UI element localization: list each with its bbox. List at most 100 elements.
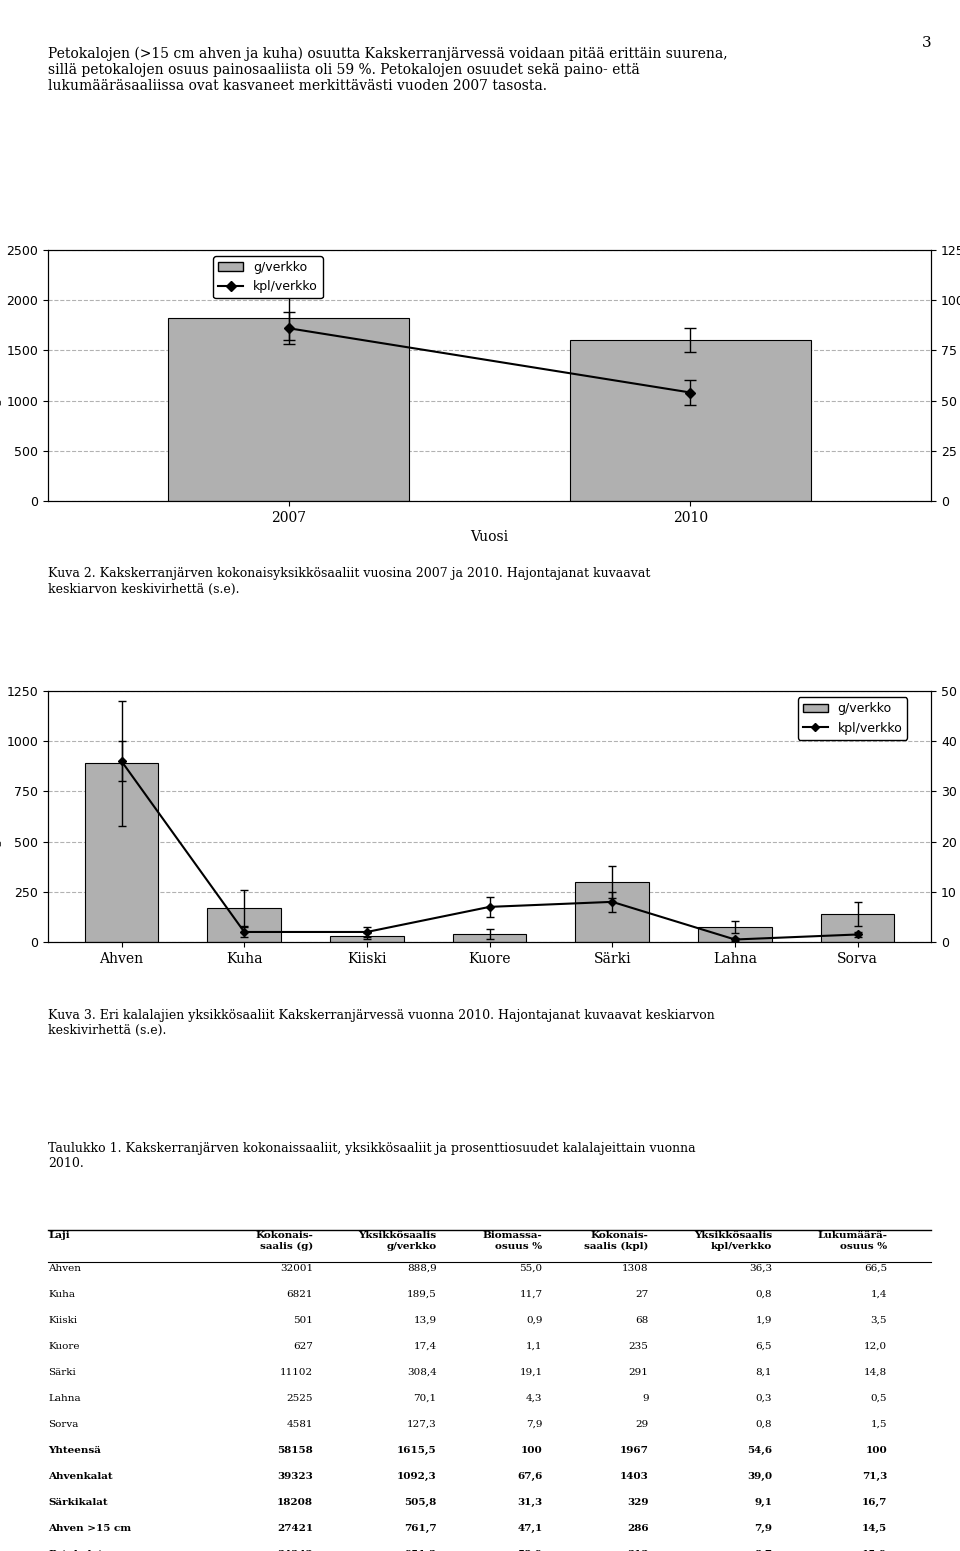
Text: 627: 627 [293, 1342, 313, 1351]
Text: 39,0: 39,0 [747, 1472, 772, 1481]
Text: Kokonais-
saalis (kpl): Kokonais- saalis (kpl) [585, 1231, 649, 1252]
Text: 1,9: 1,9 [756, 1315, 772, 1325]
Text: Biomassa-
osuus %: Biomassa- osuus % [483, 1231, 542, 1250]
Text: Kuha: Kuha [48, 1290, 75, 1298]
Bar [575, 883, 649, 941]
Text: 1308: 1308 [622, 1264, 649, 1273]
Text: 16,7: 16,7 [862, 1498, 887, 1508]
Text: 4581: 4581 [286, 1419, 313, 1428]
Text: 54,6: 54,6 [747, 1446, 772, 1455]
Text: 2525: 2525 [286, 1394, 313, 1402]
Bar [168, 318, 409, 501]
Text: Kokonais-
saalis (g): Kokonais- saalis (g) [255, 1231, 313, 1252]
Text: 47,1: 47,1 [517, 1523, 542, 1532]
Bar [821, 914, 895, 941]
Text: 1403: 1403 [620, 1472, 649, 1481]
Text: 235: 235 [629, 1342, 649, 1351]
Legend: g/verkko, kpl/verkko: g/verkko, kpl/verkko [798, 698, 907, 740]
Text: 501: 501 [293, 1315, 313, 1325]
Text: Kuva 3. Eri kalalajien yksikkösaaliit Kakskerranjärvessä vuonna 2010. Hajontajan: Kuva 3. Eri kalalajien yksikkösaaliit Ka… [48, 1008, 715, 1036]
Text: Kuore: Kuore [48, 1342, 80, 1351]
Text: 9,1: 9,1 [755, 1498, 772, 1508]
Bar [330, 935, 404, 941]
Text: 1092,3: 1092,3 [397, 1472, 437, 1481]
Text: 0,9: 0,9 [526, 1315, 542, 1325]
Text: 286: 286 [627, 1523, 649, 1532]
Text: 39323: 39323 [277, 1472, 313, 1481]
Text: Särkikalat: Särkikalat [48, 1498, 108, 1508]
Text: 58158: 58158 [277, 1446, 313, 1455]
Bar [84, 763, 158, 941]
Text: 17,4: 17,4 [414, 1342, 437, 1351]
Text: 8,1: 8,1 [756, 1368, 772, 1377]
Text: 55,0: 55,0 [519, 1264, 542, 1273]
Bar [207, 907, 281, 941]
Text: 14,8: 14,8 [864, 1368, 887, 1377]
Text: 761,7: 761,7 [404, 1523, 437, 1532]
Text: 127,3: 127,3 [407, 1419, 437, 1428]
Text: Sorva: Sorva [48, 1419, 79, 1428]
Text: 6821: 6821 [286, 1290, 313, 1298]
Text: 1,5: 1,5 [871, 1419, 887, 1428]
Text: 329: 329 [627, 1498, 649, 1508]
Text: 1,1: 1,1 [526, 1342, 542, 1351]
Text: 14,5: 14,5 [862, 1523, 887, 1532]
Text: 888,9: 888,9 [407, 1264, 437, 1273]
Text: 66,5: 66,5 [864, 1264, 887, 1273]
Text: 0,3: 0,3 [756, 1394, 772, 1402]
Text: 18208: 18208 [276, 1498, 313, 1508]
Text: Yksikkösaalis
g/verkko: Yksikkösaalis g/verkko [358, 1231, 437, 1250]
Text: 32001: 32001 [279, 1264, 313, 1273]
Text: 36,3: 36,3 [749, 1264, 772, 1273]
Text: 1,4: 1,4 [871, 1290, 887, 1298]
Text: Taulukko 1. Kakskerranjärven kokonaissaaliit, yksikkösaaliit ja prosenttiosuudet: Taulukko 1. Kakskerranjärven kokonaissaa… [48, 1142, 696, 1169]
Text: 291: 291 [629, 1368, 649, 1377]
Text: Kiiski: Kiiski [48, 1315, 77, 1325]
Text: Särki: Särki [48, 1368, 76, 1377]
Text: 7,9: 7,9 [755, 1523, 772, 1532]
Text: 0,5: 0,5 [871, 1394, 887, 1402]
Text: 0,8: 0,8 [756, 1419, 772, 1428]
Text: 19,1: 19,1 [519, 1368, 542, 1377]
Text: 3,5: 3,5 [871, 1315, 887, 1325]
Bar [570, 340, 811, 501]
Text: 1615,5: 1615,5 [397, 1446, 437, 1455]
Text: 68: 68 [636, 1315, 649, 1325]
Text: 27421: 27421 [276, 1523, 313, 1532]
Text: 67,6: 67,6 [517, 1472, 542, 1481]
Text: Ahven >15 cm: Ahven >15 cm [48, 1523, 132, 1532]
Text: 31,3: 31,3 [517, 1498, 542, 1508]
Text: 3: 3 [922, 36, 931, 50]
Text: 1967: 1967 [620, 1446, 649, 1455]
Text: 189,5: 189,5 [407, 1290, 437, 1298]
Bar [453, 934, 526, 941]
Bar [698, 927, 772, 941]
Text: 71,3: 71,3 [862, 1472, 887, 1481]
Text: 505,8: 505,8 [404, 1498, 437, 1508]
Text: Ahven: Ahven [48, 1264, 81, 1273]
Text: Lahna: Lahna [48, 1394, 81, 1402]
Text: Kuva 2. Kakskerranjärven kokonaisyksikkösaaliit vuosina 2007 ja 2010. Hajontajan: Kuva 2. Kakskerranjärven kokonaisyksikkö… [48, 568, 650, 596]
Text: 6,5: 6,5 [756, 1342, 772, 1351]
Text: Lukumäärä-
osuus %: Lukumäärä- osuus % [817, 1231, 887, 1250]
X-axis label: Vuosi: Vuosi [470, 530, 509, 544]
Text: Laji: Laji [48, 1231, 70, 1241]
Text: 13,9: 13,9 [414, 1315, 437, 1325]
Text: 100: 100 [521, 1446, 542, 1455]
Text: Yhteensä: Yhteensä [48, 1446, 101, 1455]
Text: 0,8: 0,8 [756, 1290, 772, 1298]
Text: Ahvenkalat: Ahvenkalat [48, 1472, 112, 1481]
Text: 308,4: 308,4 [407, 1368, 437, 1377]
Legend: g/verkko, kpl/verkko: g/verkko, kpl/verkko [213, 256, 323, 298]
Text: 4,3: 4,3 [526, 1394, 542, 1402]
Text: Petokalojen (>15 cm ahven ja kuha) osuutta Kakskerranjärvessä voidaan pitää erit: Petokalojen (>15 cm ahven ja kuha) osuut… [48, 47, 728, 93]
Text: 12,0: 12,0 [864, 1342, 887, 1351]
Text: Yksikkösaalis
kpl/verkko: Yksikkösaalis kpl/verkko [694, 1231, 772, 1250]
Text: 9: 9 [642, 1394, 649, 1402]
Text: 11,7: 11,7 [519, 1290, 542, 1298]
Text: 100: 100 [865, 1446, 887, 1455]
Text: 7,9: 7,9 [526, 1419, 542, 1428]
Text: 29: 29 [636, 1419, 649, 1428]
Text: 27: 27 [636, 1290, 649, 1298]
Text: 11102: 11102 [279, 1368, 313, 1377]
